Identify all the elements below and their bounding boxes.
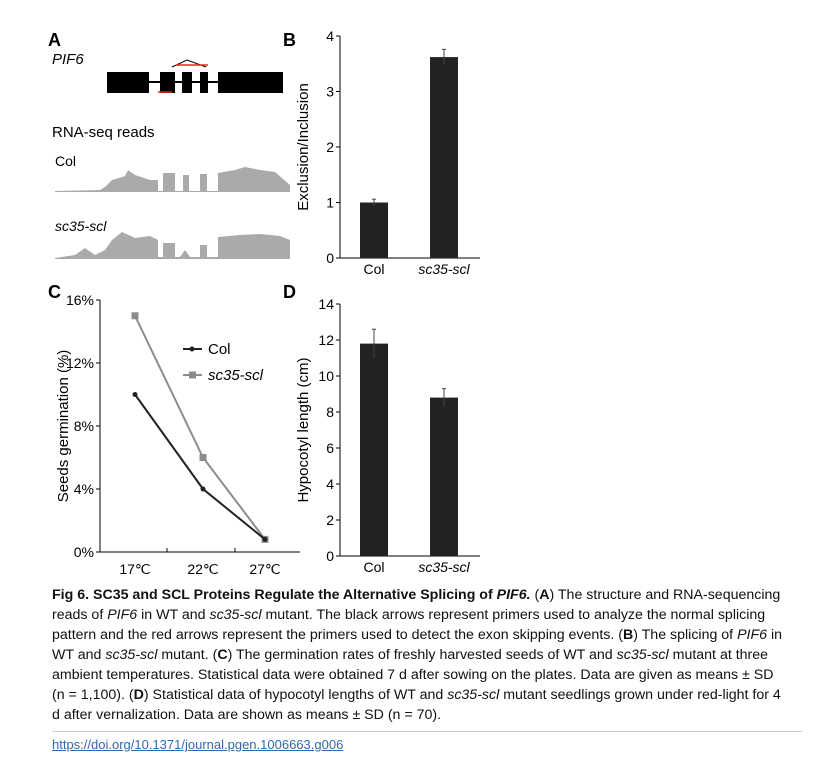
caption-segment: sc35-scl (447, 687, 500, 703)
y-tick-label: 2 (326, 512, 334, 528)
y-tick-label: 2 (326, 139, 334, 155)
panel-d: D 0 2 4 6 8 10 12 14 Hypocotyl length (cm) Col sc3… (283, 282, 480, 575)
y-tick-label: 1 (326, 195, 334, 211)
caption-segment: mutant seedlings grown under red-light f… (52, 687, 781, 723)
y-tick-label: 4% (74, 481, 94, 497)
data-point (262, 536, 268, 542)
bar (430, 57, 458, 259)
data-point (200, 486, 206, 492)
track-label-sc35: sc35-scl (55, 218, 107, 234)
caption-segment: mutant. ( (157, 647, 218, 663)
y-tick-label: 10 (318, 368, 334, 384)
y-tick-label: 0 (326, 250, 334, 266)
gene-model (107, 59, 283, 93)
caption-segment: sc35-scl (209, 607, 262, 623)
panel-label-b: B (283, 30, 296, 50)
legend-label: sc35-scl (208, 367, 264, 384)
x-tick-label: Col (363, 261, 384, 277)
y-tick-label: 3 (326, 84, 334, 100)
bar (430, 397, 458, 556)
legend-marker (189, 371, 196, 379)
x-tick-label: sc35-scl (418, 261, 470, 277)
y-tick-label: 16% (66, 292, 94, 308)
y-tick-label: 4 (326, 476, 334, 492)
bar (360, 202, 388, 258)
gene-label: PIF6 (52, 51, 84, 68)
caption-segment: D (133, 687, 144, 703)
caption-body: (A) The structure and RNA-sequencing rea… (52, 587, 782, 723)
data-point (132, 392, 138, 397)
caption-segment: sc35-scl (616, 647, 669, 663)
read-track-col (55, 167, 290, 192)
figure: A PIF6 RNA-seq reads Col sc35-scl B 0123… (48, 28, 480, 577)
caption-segment: in WT and (137, 607, 210, 623)
series-line-0 (134, 393, 266, 541)
x-tick-label: 27℃ (249, 561, 280, 577)
panel-a: A PIF6 RNA-seq reads Col sc35-scl (48, 30, 290, 259)
y-tick-label: 4 (326, 28, 334, 44)
x-tick-label: 22℃ (187, 561, 218, 577)
panel-b: B 0 1 2 3 4 Exclusion/Inclusion Col sc35-scl (283, 28, 480, 277)
legend-label: Col (208, 341, 231, 358)
y-tick-label: 0% (74, 544, 94, 560)
data-point (199, 454, 207, 461)
doi-link[interactable]: https://doi.org/10.1371/journal.pgen.100… (52, 737, 344, 752)
panel-label-c: C (48, 282, 61, 302)
caption-segment: mutant. The black arrows represent prime… (52, 607, 766, 643)
caption-segment: PIF6 (737, 627, 768, 643)
caption-segment: sc35-scl (105, 647, 158, 663)
caption-segment: ( (530, 587, 540, 603)
panel-label-a: A (48, 30, 61, 50)
track-label-col: Col (55, 153, 76, 169)
panel-c: C 0% 4% 8% 12% 16% Seeds germination (%) 17℃ 22… (48, 282, 300, 577)
caption-segment: A (539, 587, 550, 603)
y-tick-label: 12% (66, 355, 94, 371)
legend-marker (189, 346, 195, 352)
figure-caption: Fig 6. SC35 and SCL Proteins Regulate th… (52, 585, 787, 725)
caption-segment: mutant at three ambient temperatures. St… (52, 647, 774, 703)
caption-segment: ) Statistical data of hypocotyl lengths … (143, 687, 448, 703)
bar (360, 343, 388, 556)
caption-segment: ) The structure and RNA-sequencing reads… (52, 587, 781, 623)
y-axis-label: Seeds germination (%) (55, 350, 72, 503)
x-tick-label: Col (363, 559, 384, 575)
caption-segment: ) The germination rates of freshly harve… (227, 647, 617, 663)
caption-segment: C (217, 647, 228, 663)
caption-segment: B (622, 627, 634, 643)
caption-segment: in WT and (52, 627, 783, 663)
caption-title: SC35 and SCL Proteins Regulate the Alter… (89, 587, 497, 603)
y-tick-label: 14 (318, 296, 334, 312)
x-tick-label: 17℃ (119, 561, 150, 577)
y-axis-label: Exclusion/Inclusion (295, 83, 312, 211)
y-tick-label: 8 (326, 404, 334, 420)
caption-segment: ) The splicing of (633, 627, 738, 643)
y-tick-label: 12 (318, 332, 334, 348)
y-tick-label: 0 (326, 548, 334, 564)
y-tick-label: 8% (74, 418, 94, 434)
rna-seq-label: RNA-seq reads (52, 124, 155, 141)
caption-fig-number: Fig 6. (52, 587, 90, 603)
x-tick-label: sc35-scl (418, 559, 470, 575)
divider (52, 731, 802, 732)
y-axis-label: Hypocotyl length (cm) (295, 357, 312, 502)
caption-segment: PIF6 (107, 607, 138, 623)
data-point (131, 312, 139, 320)
read-track-sc35 (55, 232, 290, 259)
caption-title-gene: PIF6. (496, 587, 531, 603)
panel-label-d: D (283, 282, 296, 302)
y-tick-label: 6 (326, 440, 334, 456)
